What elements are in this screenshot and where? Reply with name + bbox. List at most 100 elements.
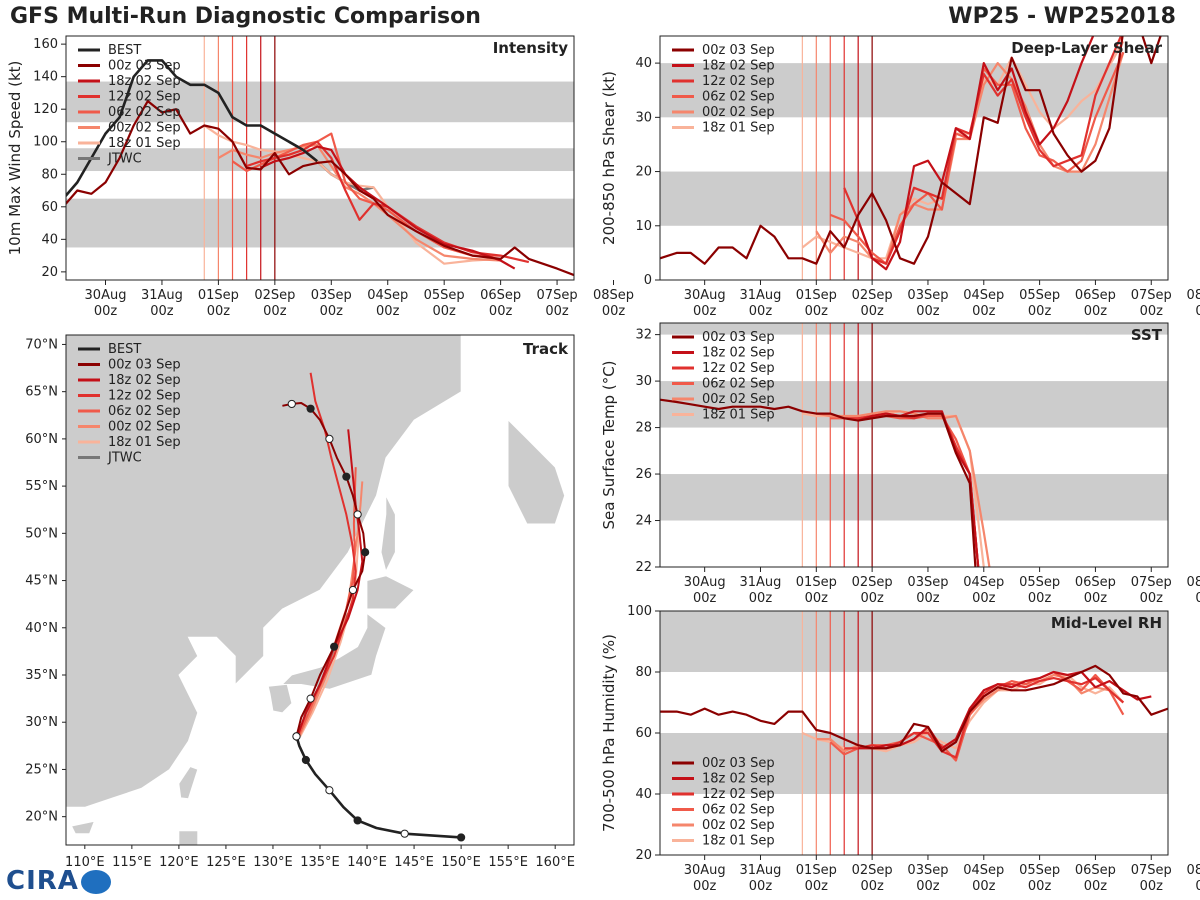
sst-legend-label-4: 00z 02 Sep xyxy=(702,392,775,407)
shear-xtick-hour-6: 00z xyxy=(1028,304,1052,319)
track-legend-label-6: 18z 01 Sep xyxy=(108,435,181,450)
land-luzon xyxy=(178,830,199,845)
sst-xtick-hour-0: 00z xyxy=(693,591,717,606)
intensity-ytick-label-0: 20 xyxy=(41,265,58,280)
shear-xtick-hour-7: 00z xyxy=(1084,304,1108,319)
intensity-xtick-hour-9: 00z xyxy=(602,304,626,319)
sst-ytick-label-4: 30 xyxy=(635,374,652,389)
track-legend-label-5: 00z 02 Sep xyxy=(108,420,181,435)
intensity-xtick-date-5: 04Sep xyxy=(367,288,408,303)
track-point xyxy=(348,585,358,595)
intensity-xtick-hour-5: 00z xyxy=(376,304,400,319)
intensity-band-0 xyxy=(66,198,574,248)
shear-xtick-date-1: 31Aug xyxy=(740,288,782,303)
shear-xtick-date-4: 03Sep xyxy=(907,288,948,303)
track-map-area xyxy=(66,335,574,845)
sst-xtick-date-5: 04Sep xyxy=(963,575,1004,590)
track-xtick-label-9: 155°E xyxy=(488,855,528,870)
shear-xtick-hour-0: 00z xyxy=(693,304,717,319)
shear-xtick-date-0: 30Aug xyxy=(684,288,726,303)
rh-xtick-date-0: 30Aug xyxy=(684,863,726,878)
intensity-legend-label-5: 00z 02 Sep xyxy=(108,121,181,136)
sst-ytick-label-2: 26 xyxy=(635,467,652,482)
land-asia-mainland xyxy=(66,335,462,808)
track-xtick-label-1: 115°E xyxy=(112,855,152,870)
track-point xyxy=(400,829,409,838)
track-ytick-label-1: 25°N xyxy=(25,762,58,777)
intensity-xtick-date-2: 01Sep xyxy=(198,288,239,303)
rh-xtick-date-4: 03Sep xyxy=(907,863,948,878)
sst-legend-label-0: 00z 03 Sep xyxy=(702,330,775,345)
sst-frame xyxy=(659,322,1169,568)
sst-xtick-date-4: 03Sep xyxy=(907,575,948,590)
rh-xtick-hour-3: 00z xyxy=(860,879,884,894)
shear-xtick-hour-5: 00z xyxy=(972,304,996,319)
track-legend-label-7: JTWC xyxy=(107,451,142,466)
shear-chart: 01020304030Aug00z31Aug00z01Sep00z02Sep00… xyxy=(600,35,1200,319)
sst-series-00z-03-sep xyxy=(660,398,977,567)
shear-series-00z-03-sep xyxy=(660,36,1162,265)
intensity-band-1 xyxy=(66,148,574,172)
track-point xyxy=(330,642,339,651)
sst-xtick-date-9: 08Sep xyxy=(1187,575,1200,590)
shear-xtick-date-2: 01Sep xyxy=(796,288,837,303)
track-title: Track xyxy=(523,340,569,358)
rh-ylabel: 700-500 hPa Humidity (%) xyxy=(600,634,618,832)
intensity-legend-label-1: 00z 03 Sep xyxy=(108,59,181,74)
rh-xtick-hour-4: 00z xyxy=(916,879,940,894)
rh-legend-label-2: 12z 02 Sep xyxy=(702,787,775,802)
intensity-plot-area xyxy=(66,36,574,280)
rh-ytick-label-1: 40 xyxy=(635,787,652,802)
sst-xtick-date-7: 06Sep xyxy=(1075,575,1116,590)
sst-xtick-hour-8: 00z xyxy=(1140,591,1164,606)
sst-legend-label-3: 06z 02 Sep xyxy=(702,377,775,392)
sst-xtick-hour-3: 00z xyxy=(860,591,884,606)
figure-title-left: GFS Multi-Run Diagnostic Comparison xyxy=(10,4,481,29)
intensity-ytick-label-6: 140 xyxy=(33,70,58,85)
track-ytick-label-9: 65°N xyxy=(25,385,58,400)
rh-series-00z-03-sep xyxy=(660,664,1168,753)
intensity-series-best xyxy=(66,59,319,198)
rh-xtick-date-8: 07Sep xyxy=(1131,863,1172,878)
track-xtick-label-3: 125°E xyxy=(206,855,246,870)
sst-legend-label-5: 18z 01 Sep xyxy=(702,408,775,423)
sst-ytick-label-3: 28 xyxy=(635,421,652,436)
rh-xtick-hour-7: 00z xyxy=(1084,879,1108,894)
shear-ytick-label-0: 0 xyxy=(644,273,652,288)
track-legend-label-4: 06z 02 Sep xyxy=(108,404,181,419)
intensity-xtick-date-1: 31Aug xyxy=(141,288,183,303)
shear-plot-area xyxy=(660,36,1168,280)
intensity-xtick-hour-0: 00z xyxy=(94,304,118,319)
rh-xtick-hour-8: 00z xyxy=(1140,879,1164,894)
shear-xtick-hour-8: 00z xyxy=(1140,304,1164,319)
intensity-legend-label-2: 18z 02 Sep xyxy=(108,74,181,89)
rh-ytick-label-2: 60 xyxy=(635,726,652,741)
shear-legend-label-1: 18z 02 Sep xyxy=(702,59,775,74)
rh-series-18z-02-sep xyxy=(858,670,1152,750)
intensity-xtick-date-7: 06Sep xyxy=(480,288,521,303)
shear-xtick-hour-9: 00z xyxy=(1195,304,1200,319)
sst-xtick-hour-7: 00z xyxy=(1084,591,1108,606)
shear-ytick-label-2: 20 xyxy=(635,165,652,180)
intensity-legend-label-3: 12z 02 Sep xyxy=(108,90,181,105)
intensity-series-18z-01-sep xyxy=(203,124,501,265)
shear-frame xyxy=(659,35,1169,281)
shear-legend-label-5: 18z 01 Sep xyxy=(702,121,775,136)
shear-series-18z-02-sep xyxy=(857,36,1124,271)
shear-xtick-date-7: 06Sep xyxy=(1075,288,1116,303)
sst-chart: 22242628303230Aug00z31Aug00z01Sep00z02Se… xyxy=(600,322,1200,606)
rh-xtick-date-1: 31Aug xyxy=(740,863,782,878)
sst-xtick-date-3: 02Sep xyxy=(852,575,893,590)
track-ytick-label-7: 55°N xyxy=(25,479,58,494)
track-xtick-label-2: 120°E xyxy=(159,855,199,870)
rh-xtick-date-6: 05Sep xyxy=(1019,863,1060,878)
rh-plot-area xyxy=(660,611,1168,855)
sst-xtick-hour-5: 00z xyxy=(972,591,996,606)
intensity-xtick-date-0: 30Aug xyxy=(85,288,127,303)
intensity-xtick-date-4: 03Sep xyxy=(311,288,352,303)
land-honshu xyxy=(281,612,387,690)
shear-ytick-label-1: 10 xyxy=(635,219,652,234)
intensity-band-2 xyxy=(66,81,574,123)
track-xtick-label-10: 160°E xyxy=(535,855,575,870)
